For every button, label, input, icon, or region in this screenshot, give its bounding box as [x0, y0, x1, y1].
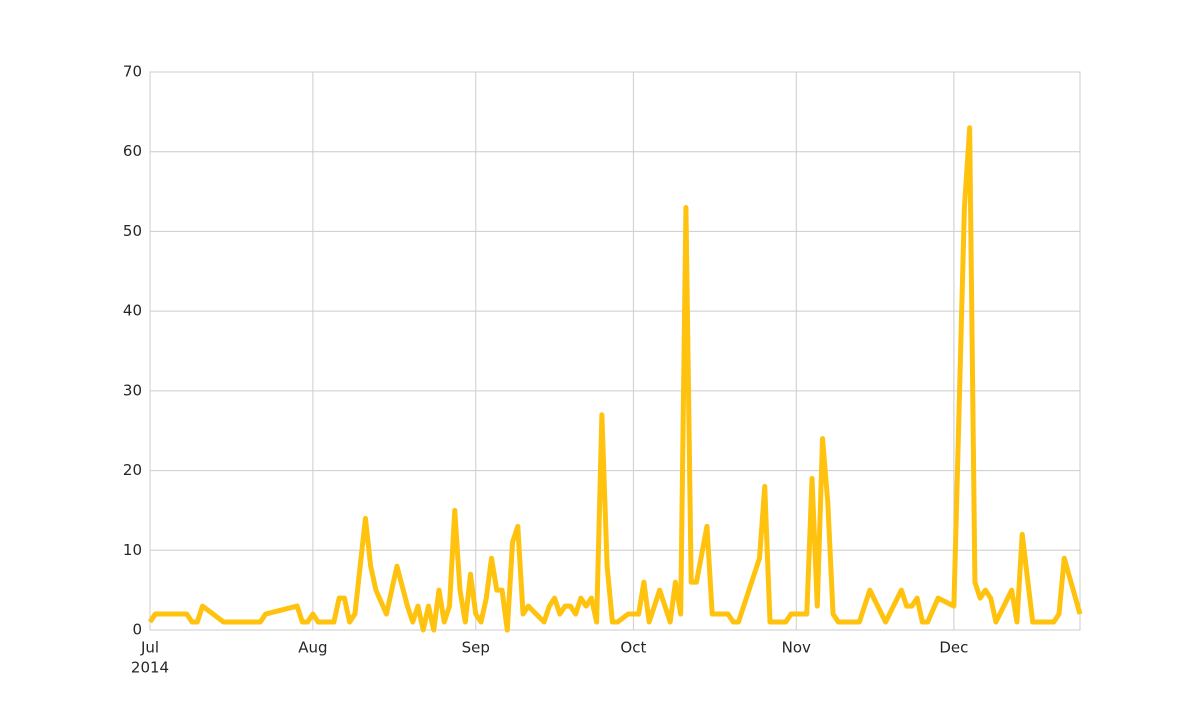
y-tick-label: 10: [123, 541, 142, 559]
y-tick-label: 50: [123, 222, 142, 240]
x-tick-label: Dec: [939, 639, 968, 657]
y-tick-label: 0: [132, 621, 142, 639]
x-tick-label: Nov: [782, 639, 811, 657]
y-tick-label: 60: [123, 142, 142, 160]
x-tick-label: Sep: [462, 639, 490, 657]
x-tick-label: Aug: [298, 639, 327, 657]
x-year-label: 2014: [131, 659, 169, 677]
y-tick-label: 40: [123, 302, 142, 320]
data-line: [147, 125, 1083, 633]
x-tick-label: Oct: [620, 639, 646, 657]
x-tick-label: Jul: [140, 639, 159, 657]
plot-frame: [149, 71, 1081, 631]
y-tick-label: 70: [123, 63, 142, 81]
y-tick-label: 30: [123, 381, 142, 399]
y-tick-label: 20: [123, 461, 142, 479]
